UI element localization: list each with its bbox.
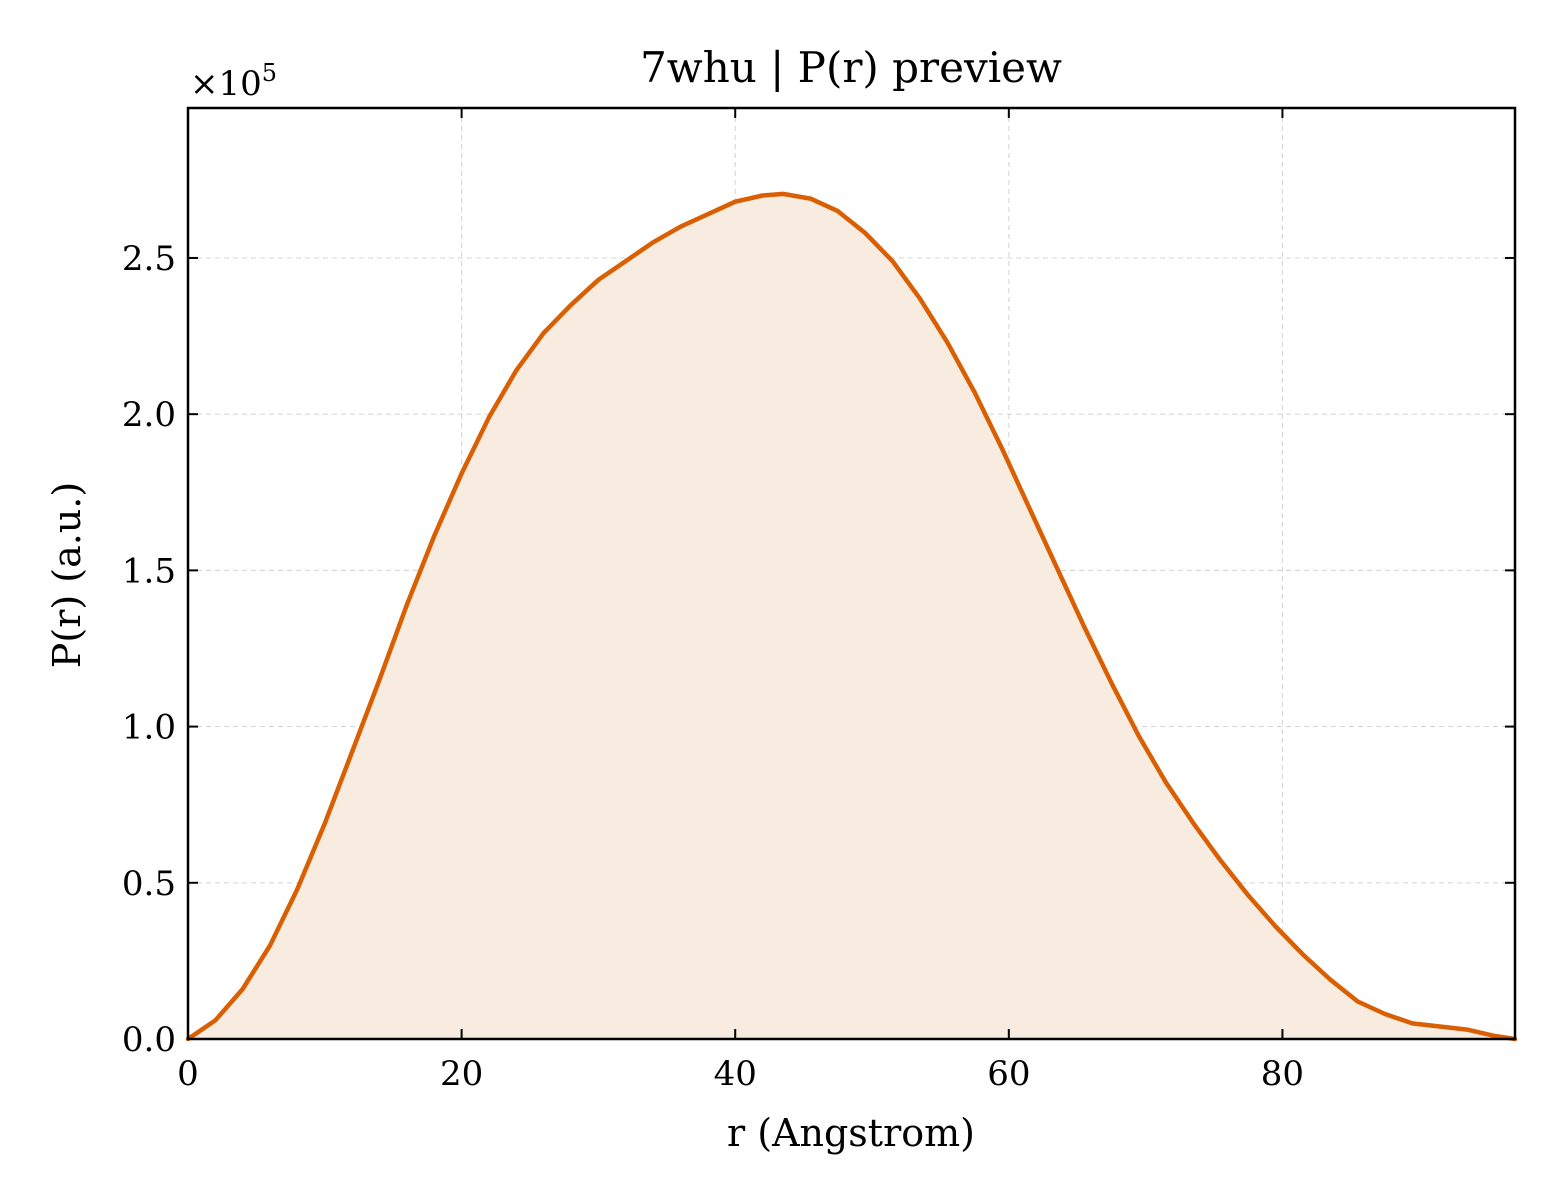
y-tick-label: 1.0 <box>122 708 176 748</box>
y-offset-label: ×105 <box>190 59 277 104</box>
y-axis-title: P(r) (a.u.) <box>45 482 89 668</box>
area-fill <box>188 193 1515 1039</box>
y-tick-label: 2.5 <box>122 239 176 279</box>
y-tick-label: 0.5 <box>122 864 176 904</box>
y-offset-exponent: 5 <box>262 59 277 87</box>
x-tick-label: 20 <box>440 1054 483 1094</box>
series-line <box>185 191 1518 1042</box>
x-tick-label: 40 <box>714 1054 757 1094</box>
y-tick-label: 1.5 <box>122 551 176 591</box>
ticks: 0 20 40 60 80 0.0 0.5 1.0 1.5 2.0 2.5 <box>122 108 1515 1094</box>
x-tick-label: 60 <box>987 1054 1030 1094</box>
y-offset-prefix: ×10 <box>190 64 262 104</box>
chart-title: 7whu | P(r) preview <box>640 43 1062 92</box>
x-tick-label: 80 <box>1261 1054 1304 1094</box>
x-axis-title: r (Angstrom) <box>727 1111 975 1155</box>
x-tick-label: 0 <box>177 1054 199 1094</box>
y-tick-label: 2.0 <box>122 395 176 435</box>
plot-frame <box>186 106 1517 1041</box>
y-tick-label: 0.0 <box>122 1020 176 1060</box>
